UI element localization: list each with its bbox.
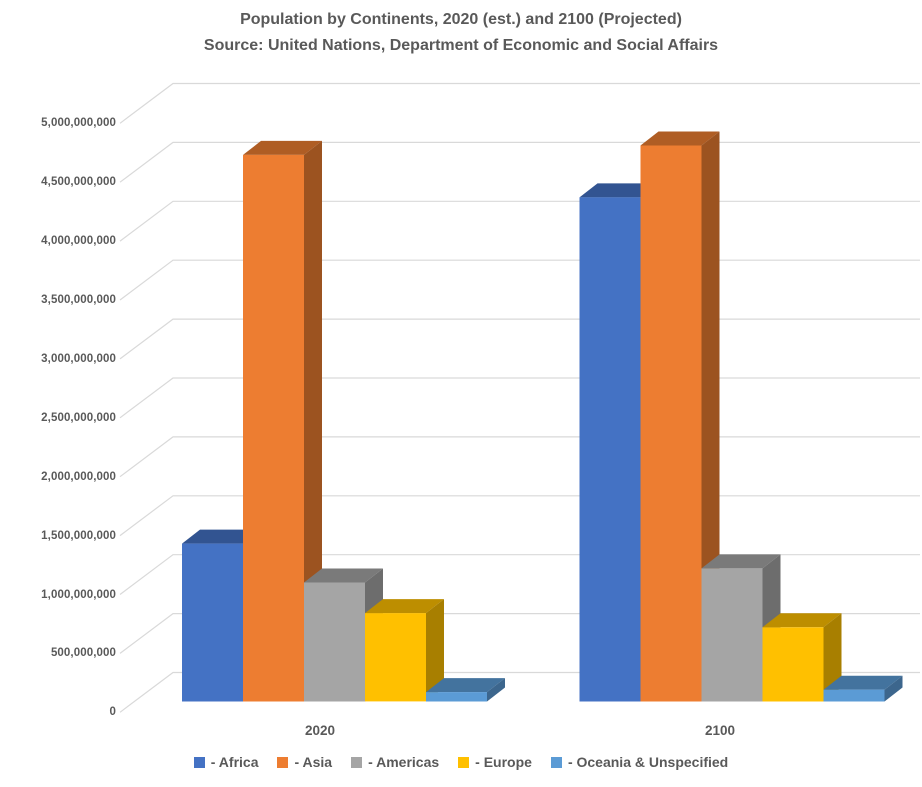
bar-asia-2100-top [640,131,720,146]
bar-americas-2020-top [304,568,383,583]
bar-europe-2100 [762,627,824,702]
legend-swatch-americas [351,756,363,768]
category-label-2020: 2020 [304,723,336,738]
bar-americas-2020 [304,582,365,702]
bar-africa-2100-top [579,183,659,198]
bar-oceania-unspecified-2020-top [426,678,505,693]
y-axis-tick-label: 1,000,000,000 [41,588,116,601]
chart-title-line2: Source: United Nations, Department of Ec… [203,37,719,54]
legend-swatch-oceania-unspecified [550,756,562,768]
bar-asia-2020-top [243,140,322,155]
bar-americas-2100 [701,568,763,702]
y-axis-tick-label: 2,000,000,000 [41,470,116,483]
legend-label: - Europe [475,754,532,770]
chart-title-line1: Population by Continents, 2020 (est.) an… [240,11,682,28]
legend-item-asia: - Asia [277,754,332,770]
bar-europe-2020-side [426,599,444,702]
gridline [119,259,920,301]
gridline [119,377,920,419]
y-axis-tick-label: 4,500,000,000 [41,176,116,189]
y-axis-tick-label: 3,000,000,000 [41,352,116,365]
y-axis-tick-label: 0 [109,706,116,719]
bar-oceania-unspecified-2100-top [823,675,903,690]
legend-item-americas: - Americas [351,754,439,770]
gridline [119,82,920,124]
y-axis-tick-label: 4,000,000,000 [41,235,116,248]
bar-americas-2100-top [701,554,781,569]
bar-asia-2100 [640,145,702,702]
legend-label: - Oceania & Unspecified [567,754,729,770]
legend-item-oceania-unspecified: - Oceania & Unspecified [550,754,729,770]
legend-swatch-europe [458,756,470,768]
bar-asia-2020 [243,154,304,702]
y-axis-tick-label: 1,500,000,000 [41,529,116,542]
legend-swatch-africa [193,756,205,768]
legend-label: - Africa [210,754,259,770]
bar-oceania-unspecified-2020 [426,692,487,702]
bar-oceania-unspecified-2020-side [487,678,505,702]
y-axis-tick-label: 3,500,000,000 [41,294,116,306]
bar-europe-2020 [365,613,426,702]
bar-asia-2020-side [304,140,322,702]
bar-oceania-unspecified-2100-side [884,675,903,702]
bar-africa-2020-top [182,529,261,544]
bar-europe-2100-top [762,613,842,628]
y-axis-tick-label: 2,500,000,000 [41,411,116,424]
gridline [119,141,920,183]
legend-label: - Americas [368,754,440,770]
y-axis-tick-label: 500,000,000 [50,647,116,660]
legend: - Africa - Asia - Americas - Europe - Oceani… [0,754,922,770]
chart-title: Population by Continents, 2020 (est.) an… [0,7,922,59]
bar-africa-2020 [182,543,243,702]
legend-item-europe: - Europe [458,754,532,770]
legend-item-africa: - Africa [193,754,259,770]
bar-europe-2020-top [365,599,444,614]
gridline [119,495,920,537]
gridline [119,436,920,478]
legend-swatch-asia [277,756,289,768]
bar-oceania-unspecified-2100 [823,689,885,702]
bar-africa-2100 [579,197,641,702]
legend-label: - Asia [294,754,333,770]
y-axis-tick-label: 5,000,000,000 [41,117,116,130]
gridline [119,318,920,360]
gridline [119,200,920,242]
category-label-2100: 2100 [704,723,736,738]
